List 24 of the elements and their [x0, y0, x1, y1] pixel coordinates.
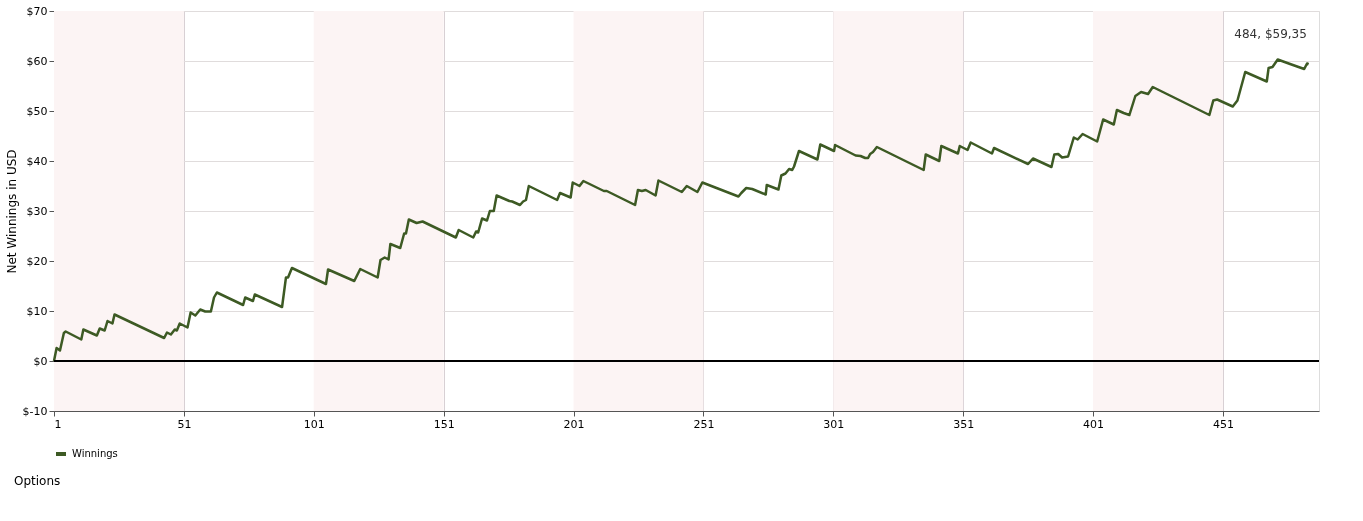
x-tick-label: 351	[953, 417, 975, 431]
x-tick-label: 451	[1212, 417, 1234, 431]
x-tick-label: 1	[54, 417, 62, 431]
y-tick-label: $50	[26, 104, 48, 118]
y-tick-label: $30	[26, 204, 48, 218]
annotation: 484, $59,35	[1234, 27, 1307, 42]
y-tick-label: $-10	[22, 404, 48, 418]
x-tick-label: 201	[563, 417, 585, 431]
y-tick-label: $0	[33, 354, 48, 368]
x-tick-label: 251	[693, 417, 715, 431]
line-series	[52, 58, 1310, 363]
y-tick-label: $60	[26, 54, 48, 68]
x-tick-label: 401	[1083, 417, 1105, 431]
x-tick-label: 151	[433, 417, 455, 431]
y-axis-title: Net Winnings in USD	[4, 149, 19, 274]
x-tick-label: 301	[823, 417, 845, 431]
y-tick-label: $40	[26, 154, 48, 168]
legend-label: Winnings	[72, 448, 118, 459]
x-tick-label: 101	[303, 417, 325, 431]
y-tick-label: $20	[26, 254, 48, 268]
x-tick-label: 51	[177, 417, 192, 431]
y-tick-label: $10	[26, 304, 48, 318]
text: Options	[14, 474, 61, 488]
y-tick-label: $70	[26, 4, 48, 18]
